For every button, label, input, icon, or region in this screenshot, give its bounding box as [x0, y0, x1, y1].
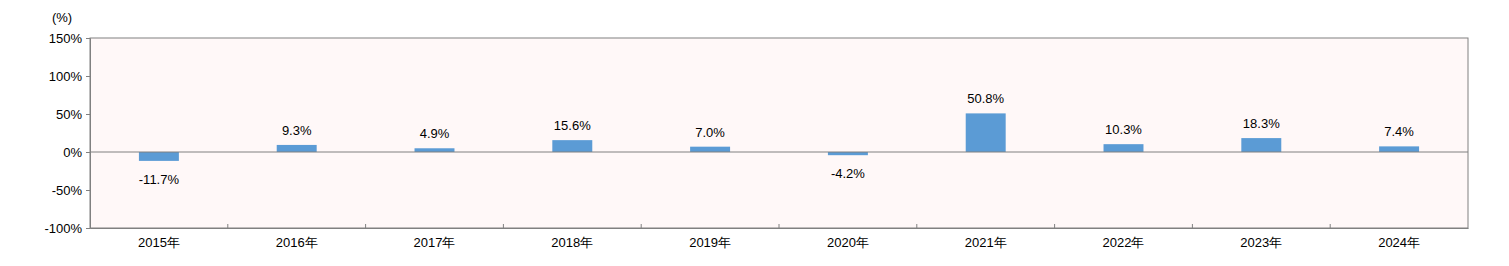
y-tick: 50% [56, 107, 90, 122]
y-tick-mark [86, 152, 90, 153]
x-separator [1192, 224, 1193, 228]
x-tick: 2023年 [1240, 228, 1282, 250]
bar [1379, 146, 1419, 152]
y-tick-mark [86, 114, 90, 115]
x-tick-label: 2016年 [276, 235, 318, 250]
baseline [90, 152, 1468, 153]
x-tick-label: 2024年 [1378, 235, 1420, 250]
bar [139, 152, 179, 161]
y-tick-label: -50% [52, 183, 83, 198]
x-tick-label: 2020年 [827, 235, 869, 250]
data-label: 15.6% [554, 118, 591, 133]
y-axis-line [86, 39, 91, 229]
x-tick-label: 2021年 [965, 235, 1007, 250]
data-label: 18.3% [1243, 116, 1280, 131]
data-label: 7.0% [695, 125, 725, 140]
x-separator [779, 224, 780, 228]
y-tick: 0% [63, 145, 90, 160]
data-labels: -11.7% 9.3% 4.9% 15.6% 7.0% -4.2% 50.8% 10.3% 18… [139, 91, 1415, 187]
bar [690, 147, 730, 152]
data-label: 50.8% [967, 91, 1004, 106]
bar [1241, 138, 1281, 152]
bar [415, 148, 455, 152]
x-separator [1330, 224, 1331, 228]
bar [1104, 144, 1144, 152]
bar [552, 140, 592, 152]
y-tick: -50% [52, 183, 90, 198]
data-label: 9.3% [282, 123, 312, 138]
y-axis-title: (%) [52, 10, 72, 25]
x-separator [227, 224, 228, 228]
plot-frame [90, 38, 1468, 228]
data-label: -4.2% [831, 166, 865, 181]
x-tick: 2018年 [551, 228, 593, 250]
plot: -100%-50%0%50%100%150%2015年2016年2017年201… [44, 31, 1468, 251]
bar [277, 145, 317, 152]
data-label: 7.4% [1384, 124, 1414, 139]
x-tick: 2022年 [1103, 228, 1145, 250]
x-tick-label: 2019年 [689, 235, 731, 250]
x-tick-label: 2023年 [1240, 235, 1282, 250]
y-tick: -100% [44, 221, 90, 236]
x-separator [916, 224, 917, 228]
plot-background [90, 38, 1468, 228]
y-tick-label: 150% [49, 31, 83, 46]
x-tick-label: 2022年 [1103, 235, 1145, 250]
x-tick-label: 2015年 [138, 235, 180, 250]
x-tick: 2021年 [965, 228, 1007, 250]
data-label: 10.3% [1105, 122, 1142, 137]
y-tick-mark [86, 38, 90, 39]
y-tick-mark [86, 76, 90, 77]
chart: -100%-50%0%50%100%150%2015年2016年2017年201… [0, 0, 1509, 266]
x-tick-label: 2017年 [414, 235, 456, 250]
x-separator [503, 224, 504, 228]
y-axis: -100% -50% 0% 50% 100% 150% [44, 31, 90, 236]
x-separator [641, 224, 642, 228]
x-axis: 2015年 2016年 2017年 2018年 2019年 2020年 2021年 2022年… [91, 224, 1469, 250]
x-separators [228, 224, 1330, 228]
x-separator [365, 224, 366, 228]
data-label: -11.7% [139, 172, 180, 187]
x-tick-label: 2018年 [551, 235, 593, 250]
x-tick: 2017年 [414, 228, 456, 250]
x-separator [1054, 224, 1055, 228]
x-tick: 2015年 [138, 228, 180, 250]
bar [966, 113, 1006, 152]
y-tick-label: 0% [63, 145, 82, 160]
y-tick: 150% [49, 31, 90, 46]
bars [139, 113, 1419, 161]
x-tick: 2020年 [827, 228, 869, 250]
x-tick: 2016年 [276, 228, 318, 250]
y-tick: 100% [49, 69, 90, 84]
y-tick-label: -100% [44, 221, 82, 236]
y-tick-label: 100% [49, 69, 83, 84]
x-axis-line [91, 228, 1469, 229]
y-tick-mark [86, 228, 90, 229]
data-label: 4.9% [420, 126, 450, 141]
y-tick-mark [86, 190, 90, 191]
x-tick: 2024年 [1378, 228, 1420, 250]
x-tick: 2019年 [689, 228, 731, 250]
y-tick-label: 50% [56, 107, 82, 122]
